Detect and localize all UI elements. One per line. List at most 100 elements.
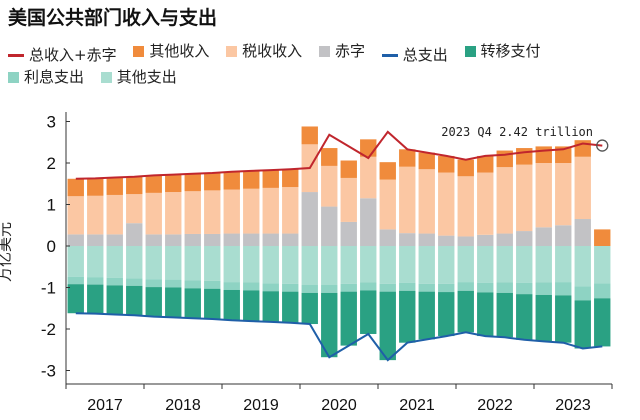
bar-2022Q4-7 bbox=[516, 246, 533, 283]
y-tick-label: 0 bbox=[47, 237, 56, 256]
legend-label: 总支出 bbox=[402, 46, 448, 64]
bar-2017Q3-5 bbox=[106, 285, 123, 315]
bar-2023Q2-7 bbox=[555, 246, 572, 283]
legend-swatch bbox=[100, 71, 112, 83]
bar-2019Q1-7 bbox=[223, 246, 240, 283]
x-tick-label: 2018 bbox=[165, 397, 201, 414]
bar-2018Q1-3 bbox=[145, 234, 162, 246]
bar-2017Q3-7 bbox=[106, 246, 123, 278]
bar-2020Q3-7 bbox=[340, 246, 357, 284]
bar-2018Q4-3 bbox=[204, 233, 221, 246]
bar-2017Q1-2 bbox=[67, 196, 84, 235]
bar-2023Q1-7 bbox=[535, 246, 552, 283]
bar-2018Q3-1 bbox=[184, 173, 201, 192]
y-tick-label: -3 bbox=[41, 362, 56, 381]
legend-label: 转移支付 bbox=[480, 42, 541, 60]
bar-2020Q3-6 bbox=[340, 283, 357, 292]
y-tick-label: 3 bbox=[47, 113, 56, 132]
bar-2022Q4-5 bbox=[516, 294, 533, 340]
bar-2017Q4-2 bbox=[126, 194, 143, 224]
bar-2023Q3-6 bbox=[574, 286, 591, 301]
bar-2023Q4-5 bbox=[594, 298, 611, 347]
line-series-4 bbox=[75, 312, 603, 362]
bar-2020Q4-6 bbox=[360, 282, 377, 291]
bar-2023Q1-3 bbox=[535, 227, 552, 246]
bar-2020Q4-7 bbox=[360, 246, 377, 283]
bar-2021Q4-3 bbox=[438, 235, 455, 246]
bar-2020Q1-1 bbox=[301, 126, 318, 145]
bar-2021Q4-7 bbox=[438, 246, 455, 284]
bar-2017Q4-7 bbox=[126, 246, 143, 279]
bar-2021Q3-6 bbox=[418, 283, 435, 292]
bar-2018Q3-7 bbox=[184, 246, 201, 281]
x-tick-label: 2017 bbox=[87, 397, 123, 414]
bar-2018Q3-6 bbox=[184, 280, 201, 289]
legend-item-interest: 利息支出 bbox=[8, 66, 84, 88]
bar-2020Q2-3 bbox=[321, 206, 338, 246]
bar-2022Q2-6 bbox=[477, 282, 494, 293]
annotation-text: 2023 Q4 2.42 trillion bbox=[441, 125, 593, 139]
bar-2017Q2-7 bbox=[87, 246, 104, 278]
bar-2020Q4-2 bbox=[360, 156, 377, 199]
bar-2023Q1-5 bbox=[535, 294, 552, 342]
legend-swatch bbox=[8, 53, 24, 57]
bar-2018Q4-5 bbox=[204, 288, 221, 320]
bar-2020Q3-2 bbox=[340, 177, 357, 222]
bar-2020Q3-1 bbox=[340, 160, 357, 178]
bar-2017Q1-7 bbox=[67, 246, 84, 277]
bar-2017Q2-3 bbox=[87, 234, 104, 246]
bar-2018Q4-7 bbox=[204, 246, 221, 281]
bar-2019Q1-6 bbox=[223, 282, 240, 290]
legend-item-total-revenue: 总收入+赤字 bbox=[8, 44, 117, 66]
bar-2018Q2-2 bbox=[165, 192, 182, 235]
bar-2017Q1-1 bbox=[67, 178, 84, 197]
x-tick-label: 2021 bbox=[399, 397, 435, 414]
line-series-0 bbox=[75, 130, 603, 180]
x-tick-label: 2022 bbox=[477, 397, 513, 414]
bar-2018Q1-5 bbox=[145, 287, 162, 317]
bar-2018Q2-5 bbox=[165, 287, 182, 318]
bar-2020Q1-6 bbox=[301, 285, 318, 293]
bar-2022Q1-6 bbox=[457, 282, 474, 291]
bar-2022Q1-5 bbox=[457, 290, 474, 333]
legend-label: 利息支出 bbox=[24, 68, 85, 86]
bar-2017Q3-1 bbox=[106, 177, 123, 195]
legend-label: 其他收入 bbox=[149, 42, 210, 60]
bar-2021Q3-5 bbox=[418, 291, 435, 340]
bar-2017Q2-6 bbox=[87, 277, 104, 285]
bar-2019Q2-3 bbox=[243, 233, 260, 246]
bar-2017Q4-3 bbox=[126, 223, 143, 246]
legend-item-total-expenditure: 总支出 bbox=[381, 44, 448, 66]
bar-2021Q2-2 bbox=[399, 166, 416, 234]
bar-2018Q2-6 bbox=[165, 279, 182, 288]
legend: 总收入+赤字 其他收入 税收收入 赤字 总支出 转移支付 利息支出 其他支出 bbox=[8, 40, 628, 89]
y-tick-label: -2 bbox=[41, 320, 56, 339]
bar-2019Q2-6 bbox=[243, 282, 260, 291]
bar-2022Q4-6 bbox=[516, 282, 533, 295]
bar-2017Q1-3 bbox=[67, 234, 84, 246]
bar-2021Q1-6 bbox=[379, 283, 396, 292]
bar-2019Q4-1 bbox=[282, 169, 299, 188]
bar-2020Q2-6 bbox=[321, 285, 338, 293]
bar-2021Q2-5 bbox=[399, 290, 416, 343]
bar-2017Q2-2 bbox=[87, 195, 104, 235]
bar-2019Q3-6 bbox=[262, 283, 279, 292]
bar-2018Q2-3 bbox=[165, 234, 182, 246]
legend-swatch bbox=[226, 45, 238, 57]
y-tick-label: -1 bbox=[41, 279, 56, 298]
bar-2021Q1-7 bbox=[379, 246, 396, 284]
bar-2022Q3-2 bbox=[496, 167, 513, 234]
bar-2019Q3-2 bbox=[262, 187, 279, 234]
bar-2020Q4-3 bbox=[360, 198, 377, 246]
legend-item-transfers: 转移支付 bbox=[464, 40, 541, 62]
bar-2023Q3-5 bbox=[574, 300, 591, 349]
y-tick-label: 1 bbox=[47, 196, 56, 215]
bar-2019Q4-2 bbox=[282, 187, 299, 234]
bar-2020Q2-5 bbox=[321, 292, 338, 358]
bar-2022Q2-5 bbox=[477, 292, 494, 337]
bar-2020Q2-2 bbox=[321, 165, 338, 207]
bar-2022Q3-5 bbox=[496, 292, 513, 338]
bar-2021Q1-1 bbox=[379, 162, 396, 180]
bar-2018Q3-3 bbox=[184, 233, 201, 246]
legend-swatch bbox=[133, 45, 145, 57]
